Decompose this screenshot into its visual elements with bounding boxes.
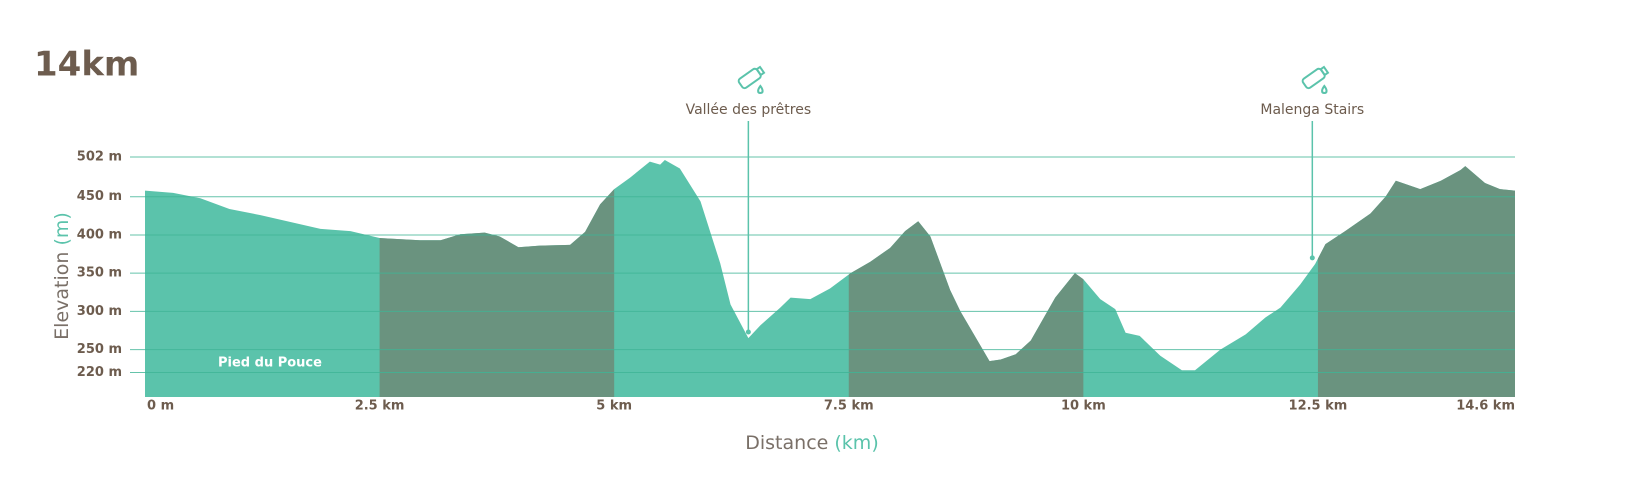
drop [1321, 84, 1328, 95]
y-tick-label: 220 m [77, 365, 122, 380]
annotation-label: Malenga Stairs [1260, 102, 1364, 118]
y-unit: (m) [51, 212, 73, 245]
distance-band [379, 160, 615, 397]
y-tick-label: 450 m [77, 189, 122, 204]
y-tick-label: 502 m [77, 150, 122, 165]
x-label: Distance [745, 432, 828, 454]
annotation-point [745, 329, 751, 335]
bottle-cap [1319, 65, 1330, 77]
bottle-cap [755, 65, 766, 77]
x-tick-label: 0 m [147, 399, 174, 414]
x-tick-label: 12.5 km [1289, 399, 1348, 414]
x-tick-label: 7.5 km [824, 399, 874, 414]
distance-band [848, 160, 1084, 397]
y-tick-label: 350 m [77, 266, 122, 281]
x-tick-label: 2.5 km [355, 399, 405, 414]
annotation-point [1309, 255, 1315, 261]
x-axis-label: Distance (km) [745, 432, 878, 454]
water-icon [1301, 65, 1330, 95]
x-unit: (km) [834, 432, 878, 454]
x-tick-label: 5 km [596, 399, 632, 414]
water-icon [737, 65, 766, 95]
elevation-area [145, 160, 1515, 397]
y-axis-label: Elevation (m) [51, 212, 73, 340]
x-tick-label: 14.6 km [1456, 399, 1515, 414]
area-label: Pied du Pouce [218, 356, 322, 371]
y-label: Elevation [51, 252, 73, 340]
y-tick-label: 250 m [77, 342, 122, 357]
drop [757, 84, 764, 95]
x-tick-label: 10 km [1061, 399, 1106, 414]
chart-title: 14km [34, 45, 139, 85]
annotation-label: Vallée des prêtres [686, 102, 812, 118]
y-tick-label: 400 m [77, 227, 122, 242]
y-tick-label: 300 m [77, 304, 122, 319]
distance-band [1317, 160, 1515, 397]
